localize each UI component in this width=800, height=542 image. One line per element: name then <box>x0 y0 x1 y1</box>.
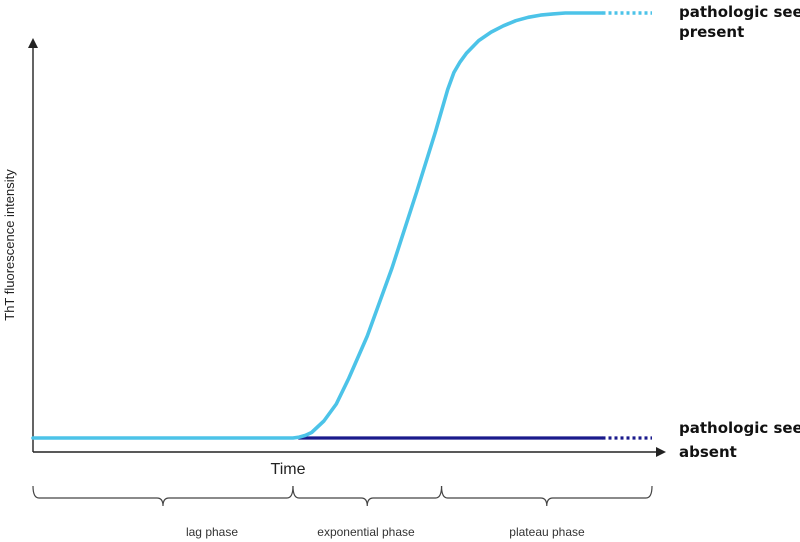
series-line-seed-present <box>31 11 605 440</box>
label-seed-absent-line2: absent <box>679 443 737 461</box>
label-seed-absent-line1: pathologic seed <box>679 419 800 437</box>
phase-brace-2 <box>292 485 443 507</box>
phase-label-lag: lag phase <box>186 525 238 539</box>
phase-label-plateau: plateau phase <box>509 525 585 539</box>
x-axis-title: Time <box>271 461 306 478</box>
phase-brace-3 <box>440 485 653 507</box>
y-axis-title: ThT fluorescence intensity <box>2 169 17 321</box>
phase-label-exponential: exponential phase <box>317 525 415 539</box>
label-seed-present-line2: present <box>679 23 744 41</box>
phase-braces <box>32 485 653 507</box>
phase-brace-1 <box>32 485 294 507</box>
label-seed-present-line1: pathologic seed <box>679 3 800 21</box>
